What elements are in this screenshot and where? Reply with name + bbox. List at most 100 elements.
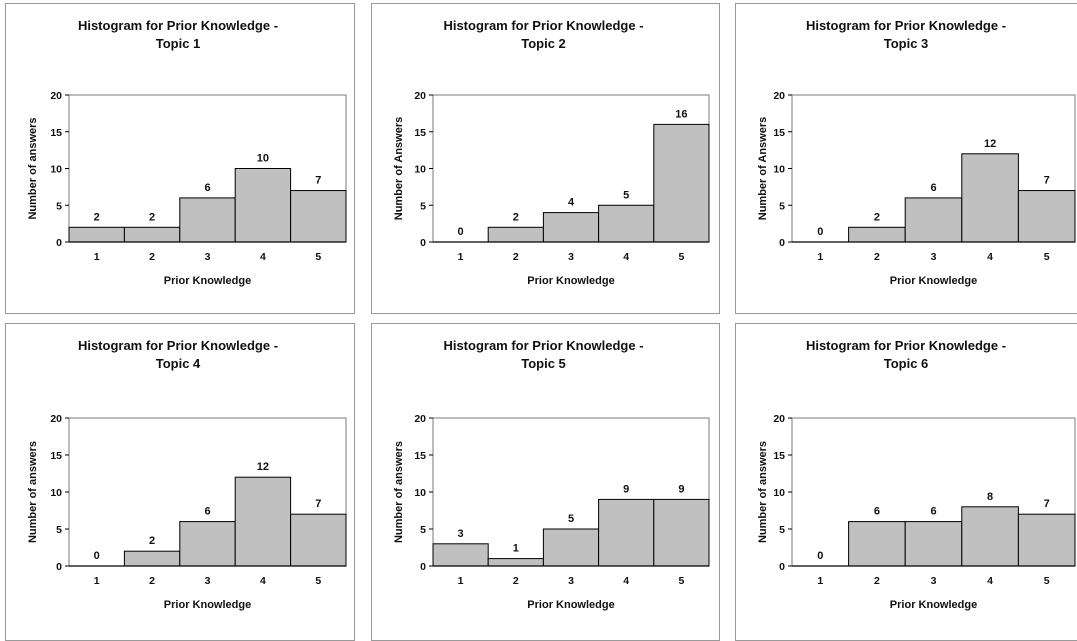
y-tick-label: 15 xyxy=(414,127,426,139)
bar xyxy=(234,168,292,243)
x-tick-label: 5 xyxy=(1044,575,1050,587)
x-tick-label: 4 xyxy=(623,575,629,587)
x-tick-label: 5 xyxy=(1044,251,1050,263)
chart-title-line: Histogram for Prior Knowledge - xyxy=(806,18,1006,33)
chart-panel-topic-6: Histogram for Prior Knowledge - Topic 6 0 5… xyxy=(735,323,1077,641)
data-label: 9 xyxy=(623,483,629,495)
data-label: 0 xyxy=(817,226,823,238)
bar xyxy=(653,123,710,243)
x-tick-label: 1 xyxy=(458,251,464,263)
y-tick-label: 15 xyxy=(773,127,785,139)
data-label: 9 xyxy=(678,483,684,495)
chart-svg: Histogram for Prior Knowledge - Topic 1 0 5… xyxy=(27,18,347,287)
x-tick-label: 3 xyxy=(568,251,574,263)
data-label: 7 xyxy=(315,175,321,187)
chart-title-line: Topic 2 xyxy=(521,36,566,51)
bar xyxy=(123,226,181,243)
x-tick-label: 1 xyxy=(817,251,823,263)
y-tick-label: 0 xyxy=(420,561,426,573)
chart-panel-topic-3: Histogram for Prior Knowledge - Topic 3 0 5… xyxy=(735,3,1077,314)
chart-title-line: Histogram for Prior Knowledge - xyxy=(78,18,278,33)
bar xyxy=(904,521,963,567)
x-tick-label: 3 xyxy=(205,251,211,263)
chart-panel-topic-4: Histogram for Prior Knowledge - Topic 4 0 5… xyxy=(5,323,355,641)
chart-title-line: Topic 6 xyxy=(884,356,929,371)
data-label: 7 xyxy=(1044,175,1050,187)
chart-title-line: Topic 5 xyxy=(521,356,566,371)
data-label: 16 xyxy=(675,108,687,120)
bar xyxy=(290,513,347,567)
y-axis-label: Number of answers xyxy=(27,117,39,219)
y-tick-label: 20 xyxy=(414,413,426,425)
x-tick-label: 5 xyxy=(315,575,321,587)
chart-title-line: Histogram for Prior Knowledge - xyxy=(806,338,1006,353)
chart-title-line: Topic 4 xyxy=(156,356,201,371)
chart-svg: Histogram for Prior Knowledge - Topic 2 0 5… xyxy=(393,18,710,287)
x-axis-label: Prior Knowledge xyxy=(890,599,977,611)
y-tick-label: 20 xyxy=(773,90,785,102)
data-label: 7 xyxy=(315,498,321,510)
x-tick-label: 3 xyxy=(931,575,937,587)
x-tick-label: 2 xyxy=(874,575,880,587)
y-tick-label: 15 xyxy=(50,450,62,462)
y-tick-label: 0 xyxy=(420,237,426,249)
bar xyxy=(487,226,544,243)
y-tick-label: 15 xyxy=(414,450,426,462)
y-tick-label: 20 xyxy=(50,90,62,102)
chart-svg: Histogram for Prior Knowledge - Topic 6 0 5… xyxy=(757,338,1076,611)
data-label: 12 xyxy=(984,138,996,150)
x-tick-label: 1 xyxy=(458,575,464,587)
x-tick-label: 4 xyxy=(987,575,993,587)
chart-title-line: Histogram for Prior Knowledge - xyxy=(443,338,643,353)
data-label: 10 xyxy=(257,153,269,165)
x-tick-label: 4 xyxy=(260,251,266,263)
y-axis-label: Number of Answers xyxy=(393,117,405,221)
bar xyxy=(961,153,1019,243)
x-tick-label: 2 xyxy=(513,251,519,263)
y-tick-label: 0 xyxy=(779,237,785,249)
x-tick-label: 4 xyxy=(987,251,993,263)
bar xyxy=(961,506,1019,567)
chart-panel-topic-2: Histogram for Prior Knowledge - Topic 2 0 5… xyxy=(371,3,720,314)
x-tick-label: 2 xyxy=(513,575,519,587)
x-tick-label: 5 xyxy=(678,575,684,587)
bar xyxy=(432,543,489,567)
bar xyxy=(234,476,292,567)
x-tick-label: 4 xyxy=(623,251,629,263)
chart-title-line: Histogram for Prior Knowledge - xyxy=(78,338,278,353)
y-tick-label: 10 xyxy=(414,487,426,499)
y-axis-label: Number of answers xyxy=(27,441,39,543)
x-tick-label: 3 xyxy=(568,575,574,587)
data-label: 6 xyxy=(930,506,936,518)
data-label: 2 xyxy=(94,211,100,223)
y-tick-label: 5 xyxy=(420,524,426,536)
y-axis-label: Number of Answers xyxy=(757,117,769,221)
data-label: 1 xyxy=(513,543,519,555)
x-tick-label: 2 xyxy=(874,251,880,263)
y-tick-label: 0 xyxy=(779,561,785,573)
bar xyxy=(848,226,906,243)
data-label: 8 xyxy=(987,491,993,503)
bar xyxy=(598,204,655,243)
y-tick-label: 5 xyxy=(779,200,785,212)
x-tick-label: 1 xyxy=(94,575,100,587)
bar xyxy=(179,521,236,567)
data-label: 2 xyxy=(149,535,155,547)
y-tick-label: 10 xyxy=(773,164,785,176)
data-label: 6 xyxy=(930,182,936,194)
data-label: 6 xyxy=(204,182,210,194)
y-tick-label: 15 xyxy=(50,127,62,139)
data-label: 2 xyxy=(149,211,155,223)
data-label: 6 xyxy=(204,506,210,518)
chart-title-line: Histogram for Prior Knowledge - xyxy=(443,18,643,33)
bar xyxy=(1017,190,1076,243)
chart-title-line: Topic 3 xyxy=(884,36,929,51)
data-label: 6 xyxy=(874,506,880,518)
data-label: 7 xyxy=(1044,498,1050,510)
y-tick-label: 10 xyxy=(50,164,62,176)
data-label: 3 xyxy=(458,528,464,540)
y-tick-label: 10 xyxy=(414,164,426,176)
chart-svg: Histogram for Prior Knowledge - Topic 4 0 5… xyxy=(27,338,347,611)
chart-svg: Histogram for Prior Knowledge - Topic 5 0 5… xyxy=(393,338,710,611)
bar xyxy=(1017,513,1076,567)
